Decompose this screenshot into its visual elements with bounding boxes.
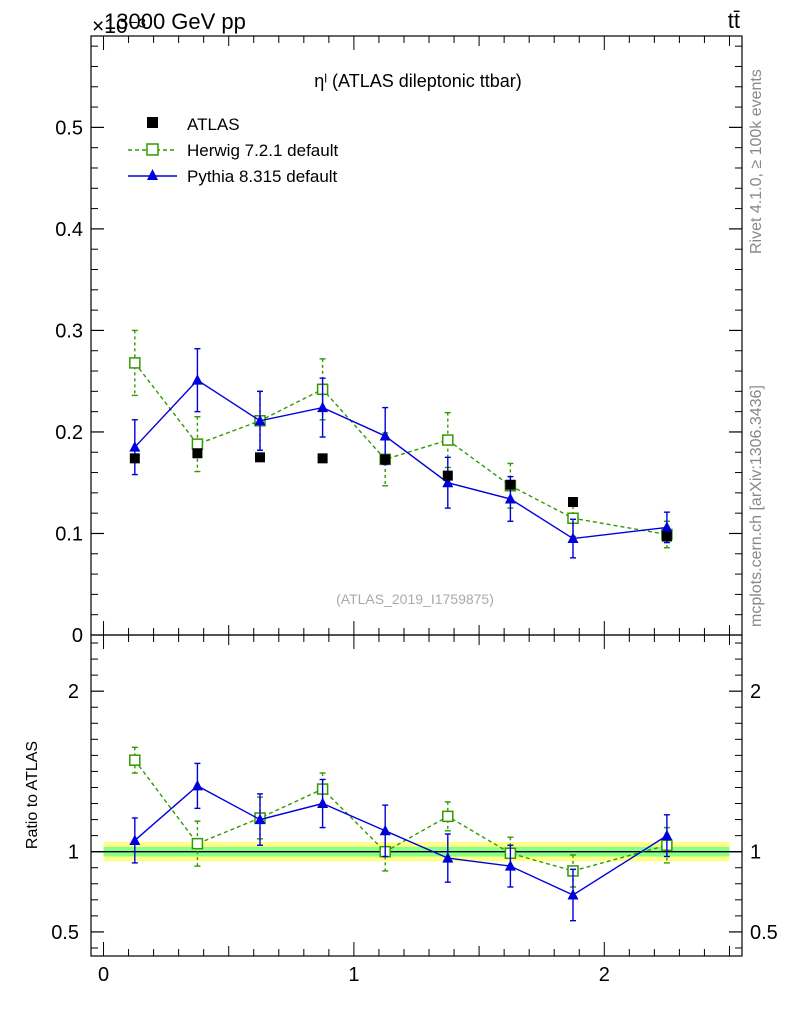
ratio-tick-label: 2 [68,681,79,703]
pythia-point [567,532,579,544]
x-tick-label: 0 [98,964,109,986]
legend-label-pythia: Pythia 8.315 default [187,167,338,186]
herwig-point [191,438,204,450]
herwig-ratio-point [191,837,204,850]
pythia-ratio-point [129,834,141,845]
legend: ATLAS Herwig 7.2.1 default Pythia 8.315 … [128,115,338,186]
main-series-group [129,329,673,559]
pythia-ratio-line [134,785,668,896]
ratio-tick-label-right: 2 [750,681,761,703]
atlas-point [661,531,672,542]
pythia-point [442,476,454,488]
pythia-point [129,441,141,452]
ratio-tick-label-right: 1 [750,842,761,864]
chart-title: ηˡ (ATLAS dileptonic ttbar) [314,71,522,91]
axis-exponent-label: ×10⁻³ [92,15,146,38]
ratio-tick-label-right: 0.5 [750,922,778,944]
pythia-point [254,414,266,426]
y-tick-label: 0.1 [55,523,83,545]
pythia-point [317,401,329,413]
y-tick-label: 0.4 [55,219,83,241]
y-tick-label: 0.2 [55,422,83,444]
herwig-point [129,357,141,369]
atlas-point [129,453,140,464]
pythia-ratio-point [379,824,391,836]
legend-marker-atlas [147,117,158,128]
pythia-ratio-point [567,889,579,900]
ratio-y-axis-label: Ratio to ATLAS [24,741,41,849]
ratio-tick-label: 0.5 [51,922,79,944]
ratio-plot-frame [90,634,743,957]
x-tick-label: 2 [599,964,610,986]
pythia-ratio-point [661,829,673,841]
atlas-point [567,497,578,508]
ratio-axis-ticks: 0 1 2 0.5 0.5 1 1 2 2 [51,635,778,986]
main-axis-ticks: 0.1 0.2 0.3 0.4 0.5 0 [55,36,742,647]
legend-label-herwig: Herwig 7.2.1 default [187,141,338,160]
herwig-ratio-point [442,810,454,823]
pythia-ratio-point [504,860,516,871]
pythia-ratio-point [442,852,454,863]
herwig-point [442,434,454,446]
energy-label: 13000 GeV pp [104,9,246,34]
atlas-point [505,479,516,490]
pythia-point [379,430,391,441]
legend-label-atlas: ATLAS [187,115,240,134]
pythia-line [134,379,667,540]
pythia-ratio-point [254,813,266,825]
ratio-tick-label: 1 [68,842,79,864]
pythia-point [504,492,516,504]
atlas-point [192,448,203,459]
mcplots-label: mcplots.cern.ch [arXiv:1306.3436] [748,385,765,627]
y-tick-label: 0.3 [55,320,83,342]
y-tick-label-zero: 0 [72,625,83,647]
rivet-version-label: Rivet 4.1.0, ≥ 100k events [748,69,765,254]
atlas-point [442,470,453,481]
pythia-point [661,521,673,532]
atlas-point [255,452,266,463]
herwig-ratio-point [129,754,141,766]
pythia-point [191,374,203,385]
x-tick-label: 1 [348,964,359,986]
legend-marker-pythia [147,169,158,180]
ratio-series-group [129,746,673,922]
pythia-ratio-point [317,797,329,809]
atlas-point [380,454,391,465]
herwig-line [134,362,668,536]
y-tick-label: 0.5 [55,117,83,139]
pythia-ratio-point [191,779,203,791]
process-label: tt̄ [728,8,740,33]
atlas-point [317,453,328,464]
analysis-watermark: (ATLAS_2019_I1759875) [336,591,494,607]
legend-marker-herwig [146,143,159,156]
